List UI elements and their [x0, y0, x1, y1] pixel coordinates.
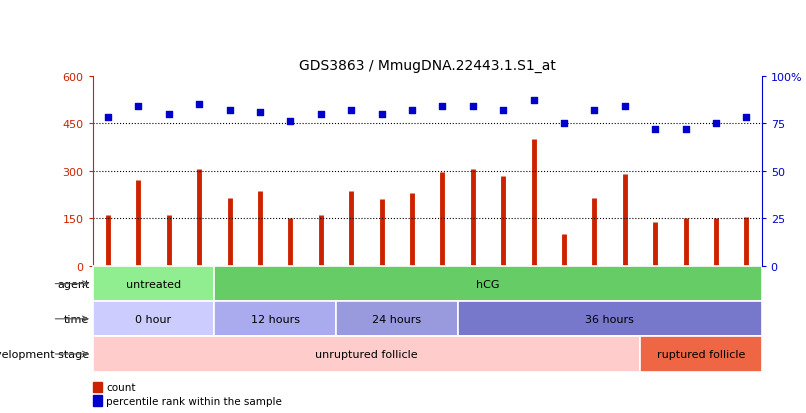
Point: [223, 107, 236, 114]
Point: [132, 104, 145, 110]
Text: 0 hour: 0 hour: [135, 314, 172, 324]
Text: agent: agent: [57, 279, 89, 289]
Bar: [640, 337, 762, 372]
Point: [405, 107, 418, 114]
Bar: [214, 301, 336, 337]
Bar: [336, 301, 458, 337]
Point: [314, 111, 327, 118]
Text: percentile rank within the sample: percentile rank within the sample: [106, 396, 282, 406]
Point: [102, 115, 114, 121]
Title: GDS3863 / MmugDNA.22443.1.S1_at: GDS3863 / MmugDNA.22443.1.S1_at: [299, 59, 555, 73]
Bar: [93, 301, 214, 337]
Point: [709, 121, 722, 127]
Text: hCG: hCG: [476, 279, 500, 289]
Text: untreated: untreated: [126, 279, 181, 289]
Point: [162, 111, 175, 118]
Text: unruptured follicle: unruptured follicle: [315, 349, 418, 359]
Bar: [458, 301, 762, 337]
Point: [618, 104, 631, 110]
Text: ruptured follicle: ruptured follicle: [657, 349, 745, 359]
Point: [496, 107, 509, 114]
Bar: [214, 266, 762, 301]
Point: [253, 109, 266, 116]
Point: [649, 126, 662, 133]
Text: 24 hours: 24 hours: [372, 314, 422, 324]
Point: [588, 107, 601, 114]
Point: [375, 111, 388, 118]
Point: [467, 104, 480, 110]
Text: development stage: development stage: [0, 349, 89, 359]
Point: [679, 126, 692, 133]
Text: 36 hours: 36 hours: [585, 314, 634, 324]
Point: [527, 98, 540, 104]
Point: [558, 121, 571, 127]
Bar: [93, 266, 214, 301]
Text: 12 hours: 12 hours: [251, 314, 300, 324]
Point: [284, 119, 297, 125]
Point: [740, 115, 753, 121]
Text: time: time: [64, 314, 89, 324]
Point: [345, 107, 358, 114]
Text: count: count: [106, 382, 136, 392]
Bar: [93, 337, 640, 372]
Point: [436, 104, 449, 110]
Point: [193, 102, 206, 108]
